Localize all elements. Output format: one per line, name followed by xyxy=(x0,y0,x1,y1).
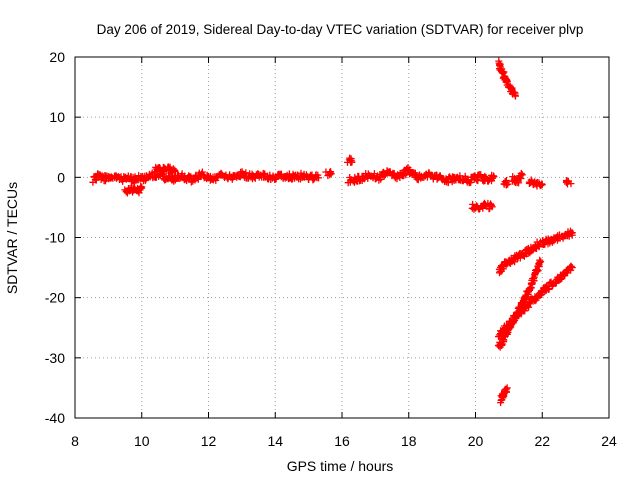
data-point-markers xyxy=(344,154,356,166)
x-tick-label: 12 xyxy=(201,433,217,449)
data-point-markers xyxy=(508,169,526,187)
x-tick-label: 8 xyxy=(71,433,79,449)
data-points xyxy=(89,57,576,407)
x-axis-label: GPS time / hours xyxy=(287,458,394,474)
chart-title: Day 206 of 2019, Sidereal Day-to-day VTE… xyxy=(97,22,584,37)
data-point-markers xyxy=(495,262,576,341)
x-tick-label: 10 xyxy=(134,433,150,449)
y-tick-label: 0 xyxy=(57,169,65,185)
x-tick-label: 14 xyxy=(267,433,283,449)
data-series-segment xyxy=(500,177,512,189)
y-tick-label: 10 xyxy=(49,109,65,125)
data-series-segment xyxy=(495,262,576,341)
y-tick-label: -10 xyxy=(45,230,65,246)
data-series-segment xyxy=(121,182,146,197)
data-point-markers xyxy=(151,163,179,177)
data-series-segment xyxy=(525,176,546,190)
y-axis-ticks: 20 10 0 -10 -20 -30 -40 xyxy=(45,49,609,426)
data-point-markers xyxy=(495,57,519,100)
data-series-segment xyxy=(562,177,575,188)
x-tick-label: 22 xyxy=(534,433,550,449)
data-point-markers xyxy=(89,170,146,186)
x-tick-label: 18 xyxy=(401,433,417,449)
x-tick-label: 20 xyxy=(468,433,484,449)
data-series-segment xyxy=(344,164,498,187)
data-point-markers xyxy=(322,168,335,180)
data-series-segment xyxy=(497,384,511,407)
data-series-segment xyxy=(344,154,356,166)
x-tick-label: 24 xyxy=(601,433,617,449)
data-point-markers xyxy=(468,199,496,213)
y-tick-label: -20 xyxy=(45,290,65,306)
data-series-segment xyxy=(495,57,519,100)
data-point-markers xyxy=(121,182,146,197)
data-series-segment xyxy=(468,199,496,213)
data-point-markers xyxy=(525,176,546,190)
data-series-segment xyxy=(495,227,576,277)
x-tick-label: 16 xyxy=(334,433,350,449)
x-axis-ticks: 8 10 12 14 16 18 20 22 24 xyxy=(71,57,617,449)
data-series-segment xyxy=(151,163,179,177)
grid-lines xyxy=(75,57,609,418)
y-axis-label: SDTVAR / TECUs xyxy=(4,182,20,294)
y-tick-label: -30 xyxy=(45,350,65,366)
data-point-markers xyxy=(495,227,576,277)
y-tick-label: 20 xyxy=(49,49,65,65)
y-tick-label: -40 xyxy=(45,410,65,426)
data-point-markers xyxy=(344,164,498,187)
data-series-segment xyxy=(322,168,335,180)
data-point-markers xyxy=(562,177,575,188)
data-point-markers xyxy=(497,384,511,407)
data-series-segment xyxy=(508,169,526,187)
data-series-segment xyxy=(89,170,146,186)
data-point-markers xyxy=(500,177,512,189)
